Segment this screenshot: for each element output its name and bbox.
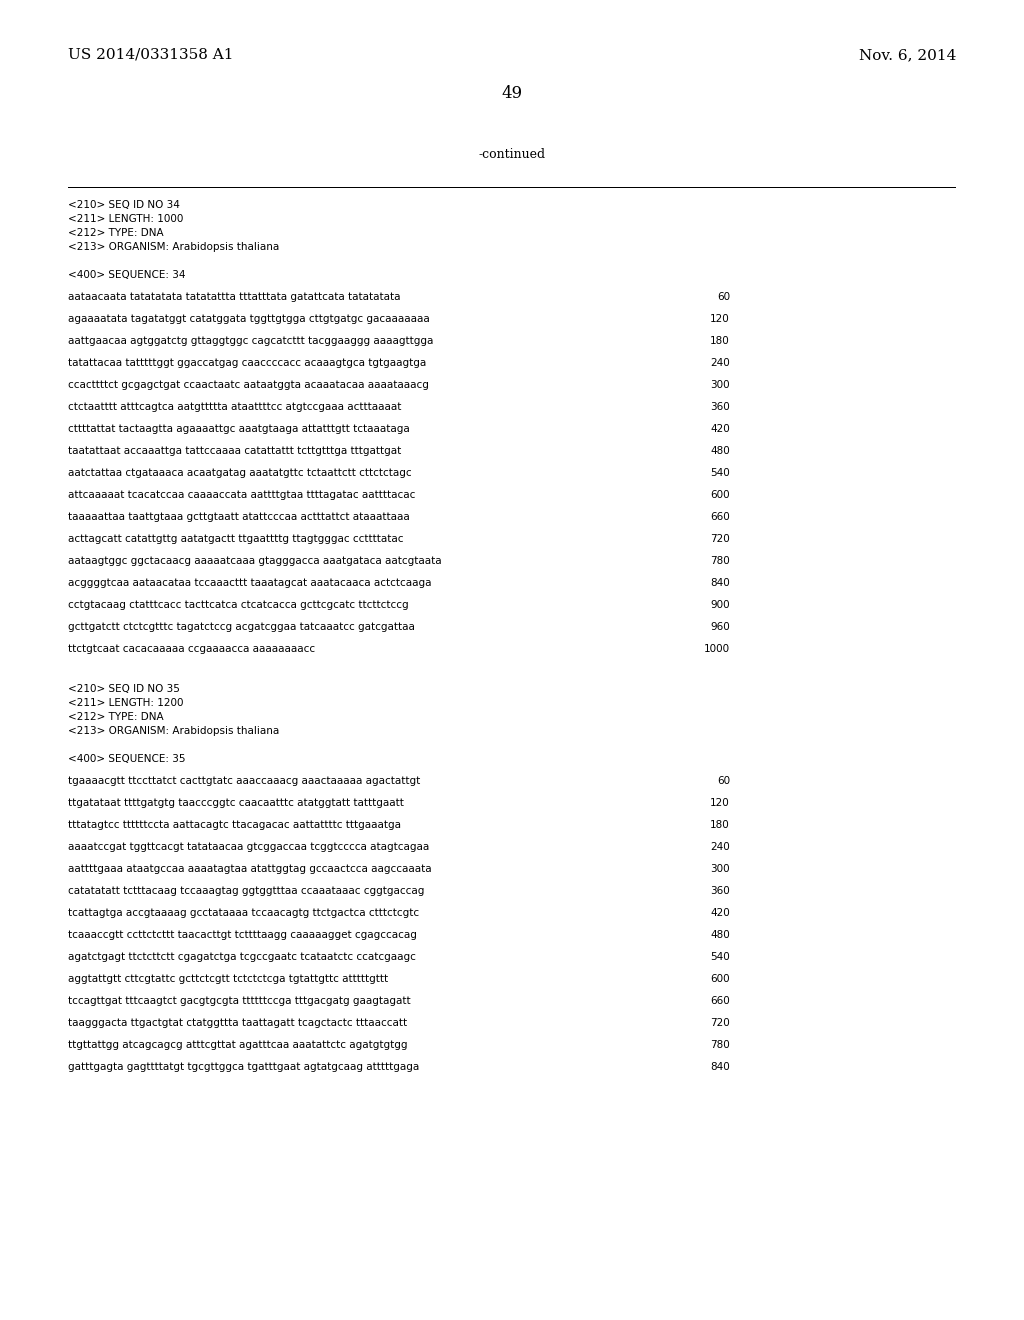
Text: attcaaaaat tcacatccaa caaaaccata aattttgtaa ttttagatac aattttacac: attcaaaaat tcacatccaa caaaaccata aattttg…: [68, 490, 416, 500]
Text: 480: 480: [711, 931, 730, 940]
Text: <213> ORGANISM: Arabidopsis thaliana: <213> ORGANISM: Arabidopsis thaliana: [68, 242, 280, 252]
Text: <213> ORGANISM: Arabidopsis thaliana: <213> ORGANISM: Arabidopsis thaliana: [68, 726, 280, 737]
Text: tatattacaa tatttttggt ggaccatgag caaccccacc acaaagtgca tgtgaagtga: tatattacaa tatttttggt ggaccatgag caacccc…: [68, 358, 426, 368]
Text: ctctaatttt atttcagtca aatgttttta ataattttcc atgtccgaaa actttaaaat: ctctaatttt atttcagtca aatgttttta ataattt…: [68, 403, 401, 412]
Text: 660: 660: [711, 512, 730, 521]
Text: aattgaacaa agtggatctg gttaggtggc cagcatcttt tacggaaggg aaaagttgga: aattgaacaa agtggatctg gttaggtggc cagcatc…: [68, 337, 433, 346]
Text: 720: 720: [711, 535, 730, 544]
Text: US 2014/0331358 A1: US 2014/0331358 A1: [68, 48, 233, 62]
Text: <210> SEQ ID NO 34: <210> SEQ ID NO 34: [68, 201, 180, 210]
Text: agaaaatata tagatatggt catatggata tggttgtgga cttgtgatgc gacaaaaaaa: agaaaatata tagatatggt catatggata tggttgt…: [68, 314, 430, 323]
Text: 840: 840: [711, 1063, 730, 1072]
Text: 480: 480: [711, 446, 730, 455]
Text: 420: 420: [711, 908, 730, 917]
Text: <210> SEQ ID NO 35: <210> SEQ ID NO 35: [68, 684, 180, 694]
Text: -continued: -continued: [478, 148, 546, 161]
Text: 540: 540: [711, 469, 730, 478]
Text: <211> LENGTH: 1200: <211> LENGTH: 1200: [68, 698, 183, 708]
Text: taatattaat accaaattga tattccaaaa catattattt tcttgtttga tttgattgat: taatattaat accaaattga tattccaaaa catatta…: [68, 446, 401, 455]
Text: 300: 300: [711, 380, 730, 389]
Text: ttgatataat ttttgatgtg taacccggtc caacaatttc atatggtatt tatttgaatt: ttgatataat ttttgatgtg taacccggtc caacaat…: [68, 799, 403, 808]
Text: aataacaata tatatatata tatatattta tttatttata gatattcata tatatatata: aataacaata tatatatata tatatattta tttattt…: [68, 292, 400, 302]
Text: 60: 60: [717, 292, 730, 302]
Text: <211> LENGTH: 1000: <211> LENGTH: 1000: [68, 214, 183, 224]
Text: <212> TYPE: DNA: <212> TYPE: DNA: [68, 711, 164, 722]
Text: taagggacta ttgactgtat ctatggttta taattagatt tcagctactc tttaaccatt: taagggacta ttgactgtat ctatggttta taattag…: [68, 1018, 408, 1028]
Text: agatctgagt ttctcttctt cgagatctga tcgccgaatc tcataatctc ccatcgaagc: agatctgagt ttctcttctt cgagatctga tcgccga…: [68, 952, 416, 962]
Text: 360: 360: [711, 403, 730, 412]
Text: tttatagtcc ttttttccta aattacagtc ttacagacac aattattttc tttgaaatga: tttatagtcc ttttttccta aattacagtc ttacaga…: [68, 820, 401, 830]
Text: cctgtacaag ctatttcacc tacttcatca ctcatcacca gcttcgcatc ttcttctccg: cctgtacaag ctatttcacc tacttcatca ctcatca…: [68, 601, 409, 610]
Text: 900: 900: [711, 601, 730, 610]
Text: ccacttttct gcgagctgat ccaactaatc aataatggta acaaatacaa aaaataaacg: ccacttttct gcgagctgat ccaactaatc aataatg…: [68, 380, 429, 389]
Text: <212> TYPE: DNA: <212> TYPE: DNA: [68, 228, 164, 238]
Text: aataagtggc ggctacaacg aaaaatcaaa gtagggacca aaatgataca aatcgtaata: aataagtggc ggctacaacg aaaaatcaaa gtaggga…: [68, 556, 441, 566]
Text: 120: 120: [711, 314, 730, 323]
Text: 1000: 1000: [703, 644, 730, 653]
Text: gcttgatctt ctctcgtttc tagatctccg acgatcggaa tatcaaatcc gatcgattaa: gcttgatctt ctctcgtttc tagatctccg acgatcg…: [68, 622, 415, 632]
Text: aaaatccgat tggttcacgt tatataacaa gtcggaccaa tcggtcccca atagtcagaa: aaaatccgat tggttcacgt tatataacaa gtcggac…: [68, 842, 429, 851]
Text: acttagcatt catattgttg aatatgactt ttgaattttg ttagtgggac ccttttatac: acttagcatt catattgttg aatatgactt ttgaatt…: [68, 535, 403, 544]
Text: 300: 300: [711, 865, 730, 874]
Text: 720: 720: [711, 1018, 730, 1028]
Text: <400> SEQUENCE: 34: <400> SEQUENCE: 34: [68, 271, 185, 280]
Text: cttttattat tactaagtta agaaaattgc aaatgtaaga attatttgtt tctaaataga: cttttattat tactaagtta agaaaattgc aaatgta…: [68, 424, 410, 434]
Text: 49: 49: [502, 84, 522, 102]
Text: 840: 840: [711, 578, 730, 587]
Text: 360: 360: [711, 886, 730, 896]
Text: 420: 420: [711, 424, 730, 434]
Text: aatctattaa ctgataaaca acaatgatag aaatatgttc tctaattctt cttctctagc: aatctattaa ctgataaaca acaatgatag aaatatg…: [68, 469, 412, 478]
Text: 780: 780: [711, 556, 730, 566]
Text: acggggtcaa aataacataa tccaaacttt taaatagcat aaatacaaca actctcaaga: acggggtcaa aataacataa tccaaacttt taaatag…: [68, 578, 431, 587]
Text: catatatatt tctttacaag tccaaagtag ggtggtttaa ccaaataaac cggtgaccag: catatatatt tctttacaag tccaaagtag ggtggtt…: [68, 886, 424, 896]
Text: 240: 240: [711, 358, 730, 368]
Text: 600: 600: [711, 490, 730, 500]
Text: gatttgagta gagttttatgt tgcgttggca tgatttgaat agtatgcaag atttttgaga: gatttgagta gagttttatgt tgcgttggca tgattt…: [68, 1063, 419, 1072]
Text: 540: 540: [711, 952, 730, 962]
Text: aattttgaaa ataatgccaa aaaatagtaa atattggtag gccaactcca aagccaaata: aattttgaaa ataatgccaa aaaatagtaa atattgg…: [68, 865, 432, 874]
Text: ttgttattgg atcagcagcg atttcgttat agatttcaa aaatattctc agatgtgtgg: ttgttattgg atcagcagcg atttcgttat agatttc…: [68, 1040, 408, 1049]
Text: tcattagtga accgtaaaag gcctataaaa tccaacagtg ttctgactca ctttctcgtc: tcattagtga accgtaaaag gcctataaaa tccaaca…: [68, 908, 419, 917]
Text: Nov. 6, 2014: Nov. 6, 2014: [859, 48, 956, 62]
Text: <400> SEQUENCE: 35: <400> SEQUENCE: 35: [68, 754, 185, 764]
Text: 600: 600: [711, 974, 730, 983]
Text: 120: 120: [711, 799, 730, 808]
Text: taaaaattaa taattgtaaa gcttgtaatt atattcccaa actttattct ataaattaaa: taaaaattaa taattgtaaa gcttgtaatt atattcc…: [68, 512, 410, 521]
Text: tccagttgat tttcaagtct gacgtgcgta ttttttccga tttgacgatg gaagtagatt: tccagttgat tttcaagtct gacgtgcgta ttttttc…: [68, 997, 411, 1006]
Text: 240: 240: [711, 842, 730, 851]
Text: tcaaaccgtt ccttctcttt taacacttgt tcttttaagg caaaaagget cgagccacag: tcaaaccgtt ccttctcttt taacacttgt tctttta…: [68, 931, 417, 940]
Text: 660: 660: [711, 997, 730, 1006]
Text: tgaaaacgtt ttccttatct cacttgtatc aaaccaaacg aaactaaaaa agactattgt: tgaaaacgtt ttccttatct cacttgtatc aaaccaa…: [68, 776, 420, 785]
Text: 60: 60: [717, 776, 730, 785]
Text: 780: 780: [711, 1040, 730, 1049]
Text: aggtattgtt cttcgtattc gcttctcgtt tctctctcga tgtattgttc atttttgttt: aggtattgtt cttcgtattc gcttctcgtt tctctct…: [68, 974, 388, 983]
Text: 180: 180: [711, 337, 730, 346]
Text: 180: 180: [711, 820, 730, 830]
Text: ttctgtcaat cacacaaaaa ccgaaaacca aaaaaaaacc: ttctgtcaat cacacaaaaa ccgaaaacca aaaaaaa…: [68, 644, 315, 653]
Text: 960: 960: [711, 622, 730, 632]
